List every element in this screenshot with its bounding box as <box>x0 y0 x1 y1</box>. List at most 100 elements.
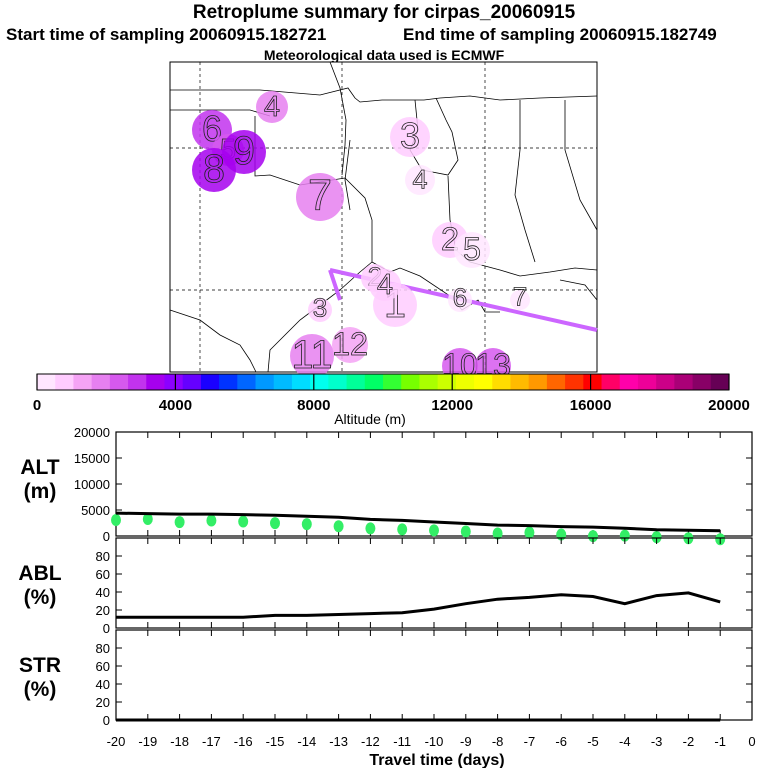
x-tick-label: -2 <box>683 734 695 749</box>
colorbar-cell <box>146 374 165 390</box>
colorbar-cell <box>383 374 402 390</box>
plume-circle <box>448 288 472 312</box>
y-tick-label: 40 <box>96 677 110 692</box>
colorbar-tick-label: 8000 <box>297 397 330 414</box>
alt-spread-marker <box>524 526 535 539</box>
x-tick-label: -4 <box>619 734 631 749</box>
x-tick-label: -1 <box>714 734 726 749</box>
chart-title: Retroplume summary for cirpas_20060915 <box>192 2 576 23</box>
plume-circle <box>510 290 530 310</box>
x-tick-label: -16 <box>234 734 253 749</box>
x-tick-label: -3 <box>651 734 663 749</box>
y-tick-label: 20 <box>96 603 110 618</box>
plume-circle <box>405 165 435 195</box>
alt-spread-marker <box>651 531 662 544</box>
colorbar-cell <box>528 374 548 390</box>
series-line-abl <box>116 591 721 619</box>
colorbar-cell <box>637 374 657 390</box>
alt-spread-marker <box>270 517 280 530</box>
alt-spread-marker <box>429 524 439 537</box>
y-tick-label: 0 <box>103 529 110 544</box>
colorbar-cell <box>619 374 639 390</box>
x-tick-label: -7 <box>524 734 536 749</box>
y-tick-label: 20000 <box>74 425 110 440</box>
x-tick-label: -11 <box>393 734 411 749</box>
x-tick-label: -18 <box>170 734 189 749</box>
x-tick-label: -13 <box>329 734 348 749</box>
y-tick-label: 10000 <box>74 477 110 492</box>
colorbar-cell <box>437 374 457 390</box>
alt-spread-marker <box>588 530 598 543</box>
colorbar-cell <box>401 374 420 390</box>
colorbar-cell <box>237 374 257 390</box>
plume-day-label: 7 <box>513 282 527 312</box>
plume-day-label: 3 <box>313 293 327 323</box>
colorbar-cell <box>710 374 730 390</box>
colorbar-cell <box>91 374 111 390</box>
map-gridlines <box>170 62 597 372</box>
y-tick-label: 0 <box>103 713 110 728</box>
colorbar-label: Altitude (m) <box>334 411 406 427</box>
x-tick-label: -19 <box>138 734 157 749</box>
met-data-label: Meteorological data used is ECMWF <box>263 47 505 63</box>
colorbar-cell <box>164 374 184 390</box>
colorbar-tick-label: 20000 <box>708 397 750 414</box>
plume-day-label: 4 <box>377 269 393 301</box>
plume-circles: 465983472532146711121013 <box>192 90 530 384</box>
colorbar: 0 4000 8000 12000 16000 20000 Altitude (m) <box>33 373 750 427</box>
colorbar-cell <box>346 374 366 390</box>
x-tick-label: -10 <box>425 734 444 749</box>
plume-circle <box>256 91 288 123</box>
alt-spread-marker <box>492 527 503 540</box>
plume-circle <box>390 117 430 157</box>
x-axis-label: Travel time (days) <box>369 752 504 768</box>
panel-ylabel: STR <box>19 654 61 677</box>
plume-day-label: 3 <box>400 115 420 156</box>
colorbar-cell <box>200 374 220 390</box>
colorbar-cell <box>109 374 129 390</box>
colorbar-cell <box>364 374 384 390</box>
plume-day-label: 4 <box>264 91 280 123</box>
panel-abl: 80 60 40 20 0 ABL(%) <box>18 537 753 636</box>
panel-alt: 20000 15000 10000 5000 0 ALT(m) <box>20 425 753 546</box>
plume-circle <box>308 298 332 322</box>
colorbar-cell <box>328 374 348 390</box>
colorbar-cell <box>692 374 712 390</box>
colorbar-tick-label: 12000 <box>431 397 473 414</box>
colorbar-cell <box>583 374 603 390</box>
y-tick-label: 0 <box>103 621 110 636</box>
alt-spread-marker <box>333 520 344 533</box>
plume-circle <box>290 334 334 378</box>
x-tick-label: -8 <box>492 734 504 749</box>
panel-frame <box>115 629 753 721</box>
y-tick-label: 15000 <box>74 451 110 466</box>
colorbar-cell <box>455 374 475 390</box>
alt-spread-marker <box>206 514 217 527</box>
colorbar-cell <box>565 374 584 390</box>
y-tick-label: 60 <box>96 567 110 582</box>
colorbar-cell <box>255 374 275 390</box>
colorbar-tick-label: 4000 <box>159 397 192 414</box>
y-tick-label: 80 <box>96 641 110 656</box>
plume-day-label: 7 <box>308 172 332 220</box>
panel-frame <box>115 537 753 629</box>
alt-spread-marker <box>365 522 376 535</box>
x-tick-label: -17 <box>202 734 221 749</box>
plume-circle <box>192 148 236 192</box>
end-time-label: End time of sampling 20060915.182749 <box>403 25 717 44</box>
plume-day-label: 12 <box>332 326 368 362</box>
panel-yunits: (%) <box>24 678 57 701</box>
colorbar-cell <box>510 374 530 390</box>
plume-circle <box>296 173 344 221</box>
y-tick-label: 60 <box>96 659 110 674</box>
x-tick-label: -14 <box>297 734 316 749</box>
plume-day-label: 11 <box>291 333 332 377</box>
alt-spread-marker <box>460 525 471 538</box>
alt-spread-marker <box>301 518 312 531</box>
x-tick-label: -20 <box>107 734 126 749</box>
colorbar-cell <box>601 374 621 390</box>
alt-spread-marker <box>238 515 249 528</box>
colorbar-cell <box>310 374 329 390</box>
colorbar-cell <box>546 374 566 390</box>
